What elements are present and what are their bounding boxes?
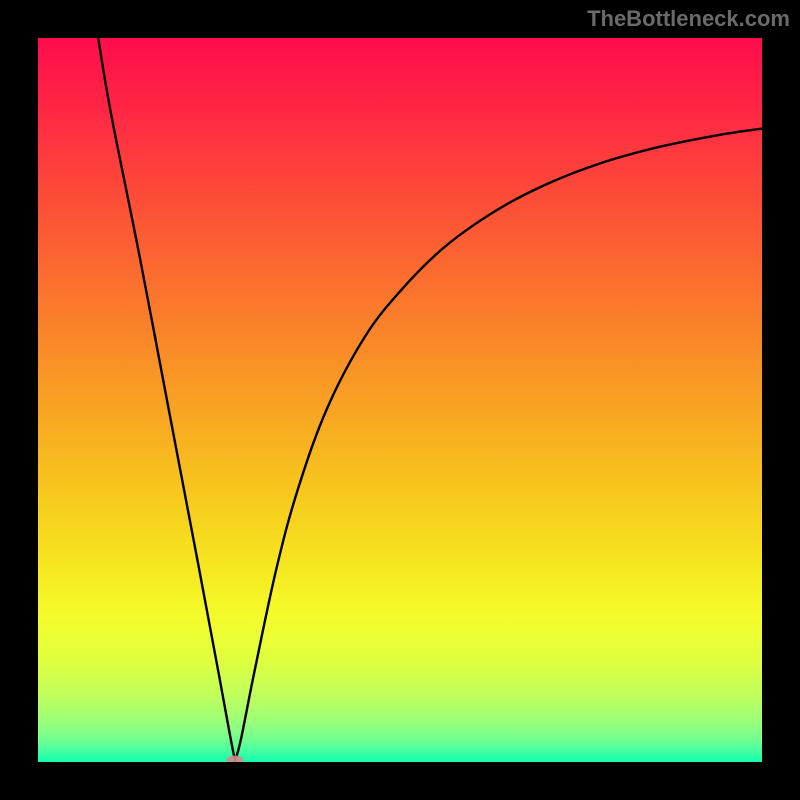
chart-root: TheBottleneck.com — [0, 0, 800, 800]
bottleneck-chart — [0, 0, 800, 800]
plot-background — [38, 38, 762, 762]
watermark-label: TheBottleneck.com — [587, 6, 790, 32]
